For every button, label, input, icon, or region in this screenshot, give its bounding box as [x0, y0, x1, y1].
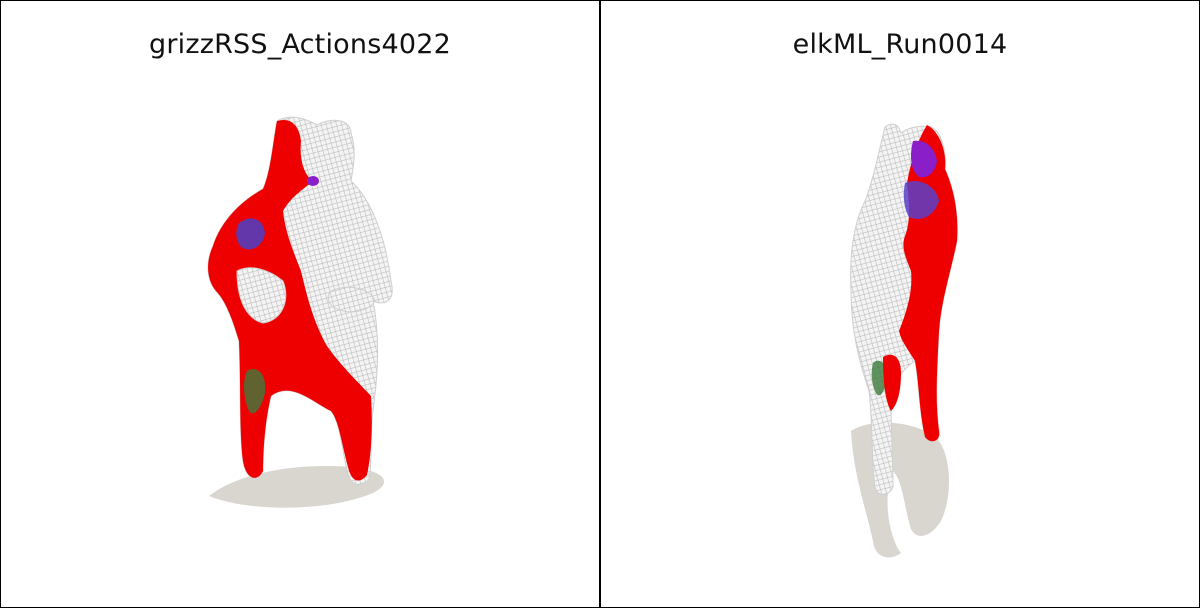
bear-mesh-render [207, 116, 393, 508]
bear-arm [236, 267, 287, 324]
viewport-panel-right[interactable]: elkML_Run0014 [600, 0, 1200, 608]
highlight-blue-region [903, 181, 939, 220]
panel-title-left: grizzRSS_Actions4022 [149, 29, 451, 60]
ground-shadow [851, 422, 949, 558]
highlight-green-region [244, 369, 266, 414]
highlight-green-region [871, 360, 887, 396]
highlight-blue-region [236, 218, 265, 250]
panel-title-right: elkML_Run0014 [792, 29, 1008, 60]
elk-mesh-render [850, 123, 958, 558]
bear-paw [327, 286, 376, 313]
highlight-red-leg [883, 354, 901, 411]
viewport-panel-left[interactable]: grizzRSS_Actions4022 [0, 0, 600, 608]
highlight-purple-region [911, 140, 937, 178]
highlight-purple-region [307, 176, 319, 186]
